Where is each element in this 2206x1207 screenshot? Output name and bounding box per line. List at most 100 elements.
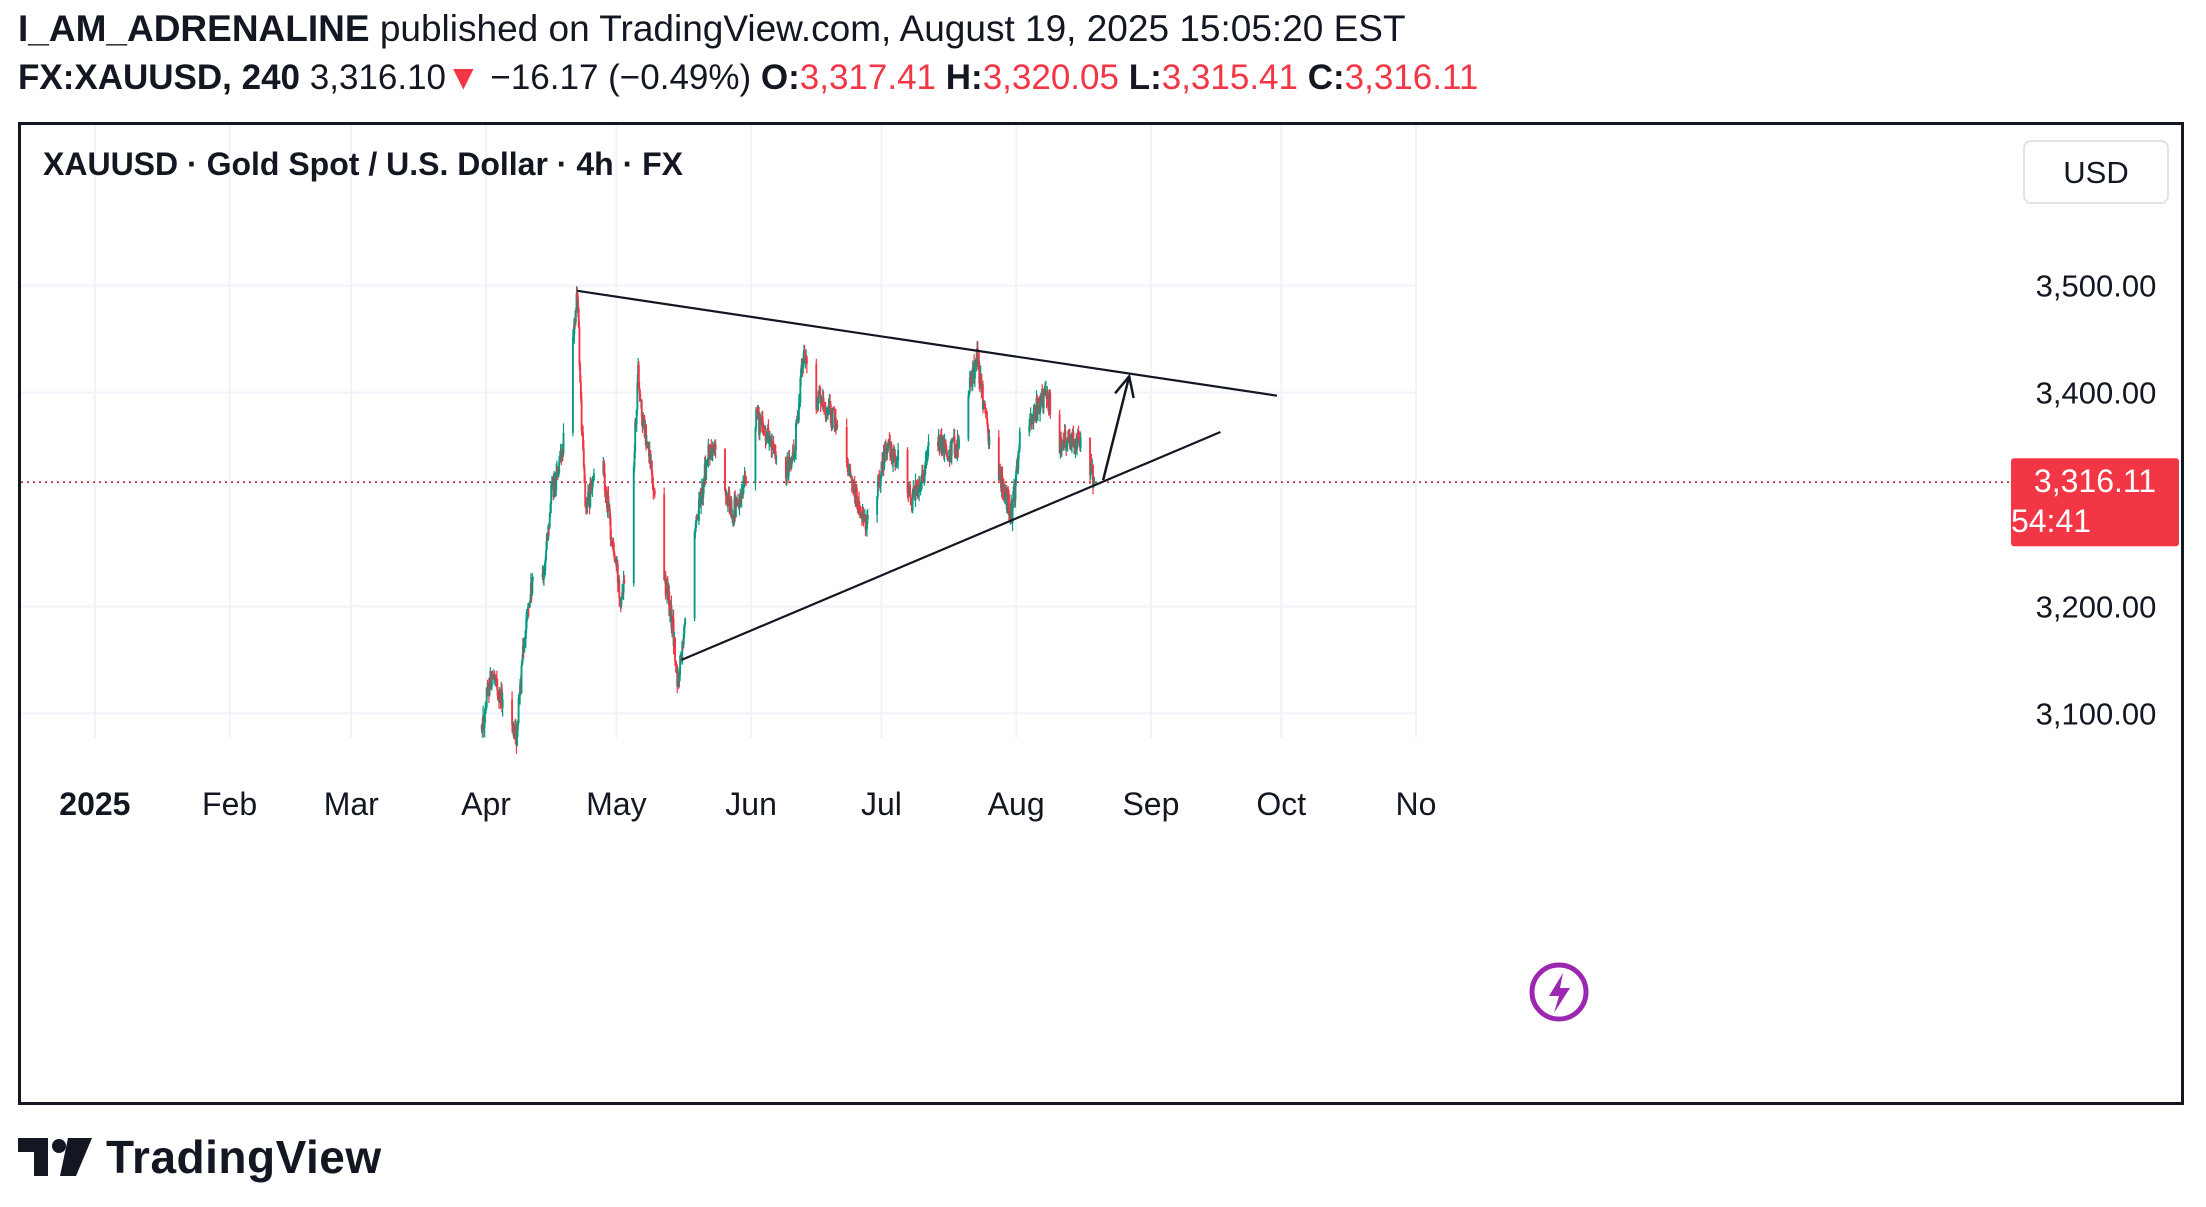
candle — [605, 494, 608, 497]
candle — [819, 394, 822, 403]
candle — [755, 409, 758, 428]
candle — [603, 461, 606, 474]
candle — [817, 391, 820, 405]
x-tick-label: Jul — [861, 786, 902, 822]
candle — [586, 499, 589, 509]
candle — [834, 417, 837, 429]
candle — [999, 466, 1002, 475]
candle — [761, 416, 764, 425]
candle — [774, 451, 777, 458]
candle — [675, 664, 678, 672]
candle — [736, 500, 739, 502]
candle — [663, 494, 666, 581]
candle — [550, 484, 553, 504]
candle — [516, 729, 519, 746]
candle — [669, 611, 671, 616]
candle — [926, 458, 929, 460]
candle — [740, 492, 743, 499]
candle — [911, 498, 914, 511]
candle — [744, 474, 747, 478]
candle — [825, 414, 828, 419]
candle — [543, 570, 546, 575]
candle — [511, 699, 514, 725]
candle — [1003, 498, 1006, 500]
candle — [592, 480, 595, 483]
candle — [921, 473, 924, 477]
candle — [679, 655, 682, 675]
candle — [666, 582, 669, 597]
candle — [1076, 431, 1079, 446]
candle — [615, 559, 618, 567]
candle — [897, 449, 900, 462]
candle — [495, 678, 498, 688]
low-value: 3,315.41 — [1161, 58, 1298, 97]
candle — [981, 384, 984, 410]
candle — [574, 312, 577, 323]
candle — [950, 439, 953, 457]
x-tick-label: Oct — [1256, 786, 1306, 822]
lightning-icon[interactable] — [1529, 962, 1589, 1022]
candle — [1060, 447, 1063, 452]
candle — [634, 421, 637, 452]
candle — [876, 496, 879, 515]
candle — [742, 484, 745, 495]
author-name[interactable]: I_AM_ADRENALINE — [18, 8, 370, 49]
x-tick-label: May — [586, 786, 646, 822]
candle — [678, 674, 681, 682]
candle — [591, 482, 594, 490]
candle — [562, 432, 565, 454]
candle-layer — [480, 286, 1096, 754]
candle — [895, 466, 897, 468]
candle — [693, 531, 696, 619]
candle — [855, 487, 858, 506]
candle — [890, 444, 893, 456]
candle — [613, 551, 616, 557]
candle — [671, 616, 674, 629]
chart-frame[interactable]: 2025 Feb Mar Apr May Jun Jul Aug Sep Oct No 3,500.0… — [18, 122, 2184, 1105]
candle — [526, 610, 529, 613]
currency-label: USD — [2063, 155, 2128, 190]
candle — [818, 390, 821, 395]
candle — [621, 592, 624, 599]
candle — [573, 318, 576, 335]
candle — [495, 677, 498, 679]
candle — [885, 453, 888, 455]
candle — [579, 364, 582, 383]
candle — [635, 409, 638, 425]
x-tick-label: Sep — [1122, 786, 1179, 822]
candle — [726, 493, 729, 506]
candle — [527, 606, 529, 611]
candle — [767, 428, 770, 444]
candle — [737, 500, 740, 504]
candle — [1007, 493, 1010, 495]
candle — [816, 403, 818, 410]
candle — [916, 488, 919, 496]
candle — [607, 495, 610, 511]
upper-trendline — [577, 289, 1278, 397]
candle — [1042, 388, 1045, 409]
candle — [927, 441, 930, 447]
candle — [1009, 510, 1012, 518]
candle — [894, 453, 897, 467]
candle — [549, 503, 552, 514]
currency-button[interactable] — [2023, 140, 2169, 204]
publish-info: I_AM_ADRENALINE published on TradingView… — [18, 8, 1406, 50]
candle — [1014, 481, 1017, 500]
tradingview-logo[interactable]: TradingView — [18, 1130, 382, 1184]
candle — [915, 480, 918, 490]
candle — [708, 444, 711, 456]
candle — [845, 427, 848, 463]
candle — [943, 441, 946, 454]
candle — [532, 577, 535, 579]
countdown-label: 54:41 — [2011, 503, 2091, 539]
candle — [561, 451, 564, 456]
candle — [775, 457, 778, 459]
candle — [1028, 420, 1031, 427]
candle — [866, 514, 869, 520]
candle — [557, 472, 560, 478]
price-chart[interactable]: 2025 Feb Mar Apr May Jun Jul Aug Sep Oct No 3,500.0… — [21, 125, 2181, 1102]
candle — [1034, 407, 1036, 418]
candle — [642, 415, 645, 419]
candle — [577, 296, 579, 309]
candle — [637, 364, 640, 389]
